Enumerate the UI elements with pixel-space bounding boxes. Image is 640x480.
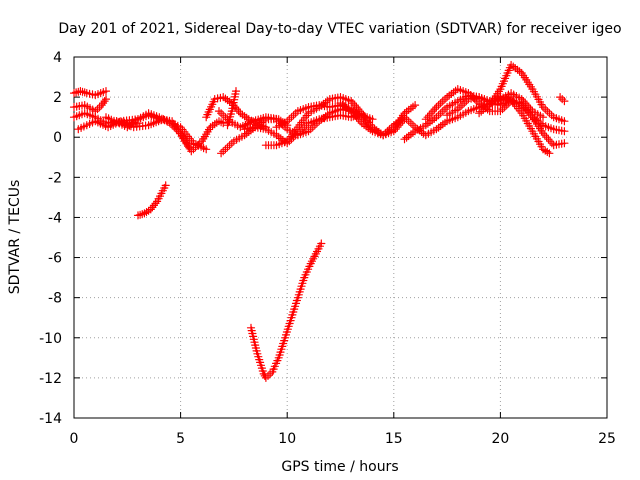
y-tick-label: -12 bbox=[39, 371, 62, 387]
x-axis-label: GPS time / hours bbox=[281, 459, 398, 475]
axis-ticks bbox=[73, 56, 608, 419]
series-arc-17 bbox=[443, 93, 569, 150]
chart-title: Day 201 of 2021, Sidereal Day-to-day VTE… bbox=[58, 21, 621, 37]
y-tick-label: 2 bbox=[53, 90, 62, 106]
series-markers bbox=[223, 87, 241, 130]
series-arc-10 bbox=[223, 87, 241, 130]
x-tick-label: 0 bbox=[70, 431, 79, 447]
x-tick-label: 25 bbox=[598, 431, 616, 447]
series-arc-6 bbox=[112, 115, 211, 154]
x-tick-label: 10 bbox=[278, 431, 296, 447]
y-tick-labels: -14 -12 -10 -8 -6 -4 -2 0 2 4 bbox=[39, 50, 62, 427]
y-tick-label: -2 bbox=[48, 170, 62, 186]
y-tick-label: -10 bbox=[39, 331, 62, 347]
y-tick-label: -8 bbox=[48, 291, 62, 307]
y-tick-label: -6 bbox=[48, 251, 62, 267]
plot-frame bbox=[73, 56, 608, 419]
y-tick-label: 4 bbox=[53, 50, 62, 66]
y-tick-label: -14 bbox=[39, 411, 62, 427]
x-tick-labels: 0 5 10 15 20 25 bbox=[70, 431, 616, 447]
series-markers bbox=[246, 239, 326, 382]
series-markers bbox=[69, 87, 111, 100]
y-tick-label: 0 bbox=[53, 130, 62, 146]
data-series bbox=[69, 60, 569, 382]
series-arc-19 bbox=[492, 93, 554, 158]
series-arc-20 bbox=[556, 93, 569, 106]
y-tick-label: -4 bbox=[48, 210, 62, 226]
series-dip-early bbox=[133, 181, 170, 220]
series-arc-1 bbox=[69, 87, 111, 100]
series-markers bbox=[556, 93, 569, 106]
series-dip-deep bbox=[246, 239, 326, 382]
x-tick-label: 15 bbox=[385, 431, 403, 447]
series-markers bbox=[475, 60, 569, 126]
series-arc-2 bbox=[69, 95, 111, 116]
series-markers bbox=[443, 93, 569, 150]
y-axis-label: SDTVAR / TECUs bbox=[7, 180, 23, 295]
series-markers bbox=[112, 115, 211, 154]
series-arc-18 bbox=[475, 60, 569, 126]
series-markers bbox=[133, 181, 170, 220]
x-tick-label: 20 bbox=[491, 431, 509, 447]
series-markers bbox=[69, 95, 111, 116]
x-tick-label: 5 bbox=[176, 431, 185, 447]
series-arc-16 bbox=[421, 85, 569, 136]
series-markers bbox=[421, 85, 569, 136]
series-markers bbox=[492, 93, 554, 158]
